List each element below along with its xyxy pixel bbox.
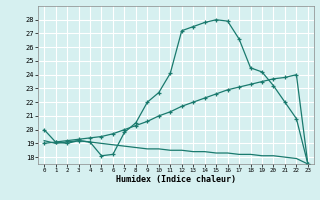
X-axis label: Humidex (Indice chaleur): Humidex (Indice chaleur) bbox=[116, 175, 236, 184]
